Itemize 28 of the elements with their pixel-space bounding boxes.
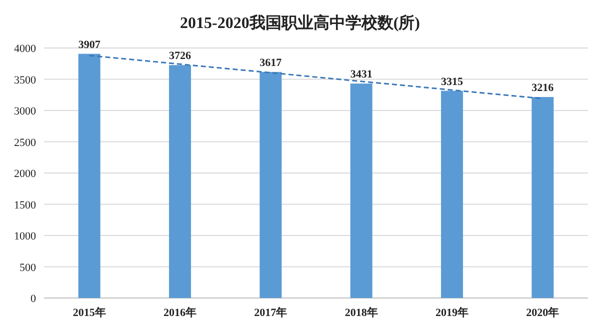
data-label: 3617 — [260, 56, 282, 69]
y-tick-label: 2000 — [14, 168, 36, 180]
bar — [441, 90, 463, 298]
y-tick-label: 0 — [30, 293, 36, 305]
x-tick-label: 2020年 — [526, 306, 560, 319]
data-label: 3315 — [441, 76, 464, 88]
y-tick-label: 3000 — [14, 106, 36, 118]
bar — [169, 65, 191, 298]
data-label: 3431 — [350, 68, 372, 81]
y-tick-label: 2500 — [14, 136, 36, 149]
x-tick-label: 2018年 — [344, 306, 378, 319]
y-tick-label: 1500 — [14, 199, 36, 212]
chart-title: 2015-2020我国职业高中学校数(所) — [180, 13, 420, 32]
y-tick-label: 4000 — [14, 43, 36, 55]
data-label: 3907 — [78, 38, 101, 51]
bar — [350, 84, 372, 298]
y-tick-label: 3500 — [14, 74, 36, 86]
bar — [78, 54, 100, 298]
x-tick-label: 2019年 — [436, 306, 468, 319]
bar — [532, 97, 554, 298]
bar — [260, 72, 282, 298]
y-tick-label: 500 — [20, 262, 36, 274]
data-label: 3726 — [169, 50, 192, 62]
y-tick-label: 1000 — [14, 230, 36, 242]
x-tick-label: 2016年 — [164, 306, 196, 319]
data-label: 3216 — [532, 82, 554, 94]
x-tick-label: 2017年 — [254, 306, 288, 319]
x-tick-label: 2015年 — [72, 306, 106, 319]
